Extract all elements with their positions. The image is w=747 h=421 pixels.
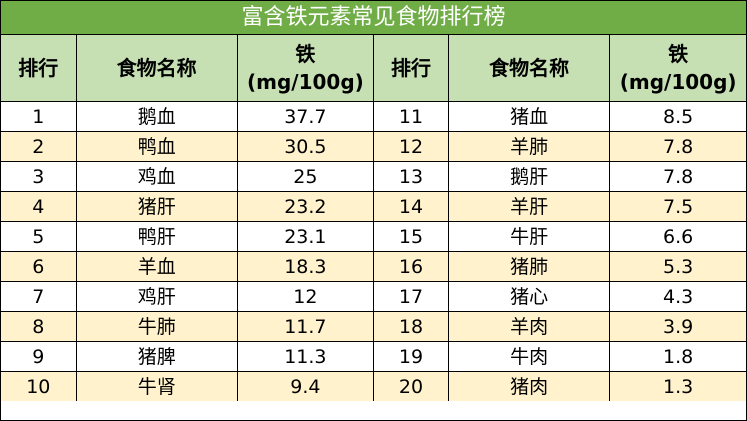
rank-cell: 8 bbox=[1, 311, 77, 342]
food-cell: 猪肝 bbox=[75, 191, 238, 222]
header-rank-left: 排行 bbox=[1, 35, 77, 102]
food-cell: 牛肺 bbox=[75, 311, 238, 342]
rank-cell: 18 bbox=[372, 311, 450, 342]
food-cell: 鸡血 bbox=[75, 161, 238, 192]
food-cell: 猪肺 bbox=[448, 251, 611, 282]
rank-cell: 2 bbox=[1, 131, 77, 162]
food-cell: 猪心 bbox=[448, 281, 611, 312]
food-cell: 鸭血 bbox=[75, 131, 238, 162]
iron-cell: 30.5 bbox=[236, 131, 374, 162]
table-row: 5 鸭肝 23.1 15 牛肝 6.6 bbox=[1, 221, 746, 252]
iron-cell: 25 bbox=[236, 161, 374, 192]
rank-cell: 19 bbox=[372, 341, 450, 372]
food-cell: 猪脾 bbox=[75, 341, 238, 372]
table-row: 9 猪脾 11.3 19 牛肉 1.8 bbox=[1, 341, 746, 372]
food-cell: 羊肝 bbox=[448, 191, 611, 222]
food-cell: 羊血 bbox=[75, 251, 238, 282]
iron-cell: 11.7 bbox=[236, 311, 374, 342]
food-cell: 猪肉 bbox=[448, 371, 611, 401]
rank-cell: 4 bbox=[1, 191, 77, 222]
iron-cell: 1.8 bbox=[609, 341, 746, 372]
rank-cell: 15 bbox=[372, 221, 450, 252]
rank-cell: 13 bbox=[372, 161, 450, 192]
table-row: 10 牛肾 9.4 20 猪肉 1.3 bbox=[1, 371, 746, 401]
rank-cell: 12 bbox=[372, 131, 450, 162]
iron-cell: 11.3 bbox=[236, 341, 374, 372]
iron-cell: 7.8 bbox=[609, 161, 746, 192]
food-cell: 牛肾 bbox=[75, 371, 238, 401]
food-cell: 牛肉 bbox=[448, 341, 611, 372]
header-food-left: 食物名称 bbox=[75, 35, 238, 102]
rank-cell: 20 bbox=[372, 371, 450, 401]
rank-cell: 17 bbox=[372, 281, 450, 312]
iron-cell: 6.6 bbox=[609, 221, 746, 252]
header-rank-right: 排行 bbox=[372, 35, 450, 102]
header-iron-unit: (mg/100g) bbox=[619, 70, 737, 94]
iron-cell: 9.4 bbox=[236, 371, 374, 401]
header-iron-label: 铁 bbox=[295, 42, 316, 66]
rank-cell: 7 bbox=[1, 281, 77, 312]
table-row: 7 鸡肝 12 17 猪心 4.3 bbox=[1, 281, 746, 312]
table-row: 1 鹅血 37.7 11 猪血 8.5 bbox=[1, 101, 746, 132]
table-row: 2 鸭血 30.5 12 羊肺 7.8 bbox=[1, 131, 746, 162]
food-cell: 鹅肝 bbox=[448, 161, 611, 192]
food-cell: 鸡肝 bbox=[75, 281, 238, 312]
rank-cell: 16 bbox=[372, 251, 450, 282]
table-row: 8 牛肺 11.7 18 羊肉 3.9 bbox=[1, 311, 746, 342]
iron-cell: 5.3 bbox=[609, 251, 746, 282]
rank-cell: 6 bbox=[1, 251, 77, 282]
iron-ranking-table: 排行 食物名称 铁 (mg/100g) 排行 食物名称 铁 (mg/100g) … bbox=[1, 35, 746, 401]
header-iron-unit: (mg/100g) bbox=[246, 70, 364, 94]
table-body: 1 鹅血 37.7 11 猪血 8.5 2 鸭血 30.5 12 羊肺 7.8 … bbox=[1, 101, 746, 401]
table-row: 6 羊血 18.3 16 猪肺 5.3 bbox=[1, 251, 746, 282]
header-iron-label: 铁 bbox=[668, 42, 689, 66]
rank-cell: 11 bbox=[372, 101, 450, 132]
iron-cell: 18.3 bbox=[236, 251, 374, 282]
food-cell: 鹅血 bbox=[75, 101, 238, 132]
table-row: 4 猪肝 23.2 14 羊肝 7.5 bbox=[1, 191, 746, 222]
iron-cell: 12 bbox=[236, 281, 374, 312]
table-row: 3 鸡血 25 13 鹅肝 7.8 bbox=[1, 161, 746, 192]
header-iron-right: 铁 (mg/100g) bbox=[609, 35, 746, 102]
iron-cell: 7.5 bbox=[609, 191, 746, 222]
iron-cell: 37.7 bbox=[236, 101, 374, 132]
food-cell: 鸭肝 bbox=[75, 221, 238, 252]
rank-cell: 9 bbox=[1, 341, 77, 372]
rank-cell: 5 bbox=[1, 221, 77, 252]
iron-cell: 4.3 bbox=[609, 281, 746, 312]
table-header: 排行 食物名称 铁 (mg/100g) 排行 食物名称 铁 (mg/100g) bbox=[1, 35, 746, 102]
rank-cell: 14 bbox=[372, 191, 450, 222]
rank-cell: 1 bbox=[1, 101, 77, 132]
iron-cell: 8.5 bbox=[609, 101, 746, 132]
food-cell: 羊肺 bbox=[448, 131, 611, 162]
iron-cell: 23.1 bbox=[236, 221, 374, 252]
iron-cell: 3.9 bbox=[609, 311, 746, 342]
header-iron-left: 铁 (mg/100g) bbox=[236, 35, 374, 102]
header-food-right: 食物名称 bbox=[448, 35, 611, 102]
table-title: 富含铁元素常见食物排行榜 bbox=[1, 1, 746, 35]
rank-cell: 3 bbox=[1, 161, 77, 192]
iron-cell: 7.8 bbox=[609, 131, 746, 162]
food-cell: 牛肝 bbox=[448, 221, 611, 252]
food-cell: 猪血 bbox=[448, 101, 611, 132]
food-cell: 羊肉 bbox=[448, 311, 611, 342]
rank-cell: 10 bbox=[1, 371, 77, 401]
iron-cell: 23.2 bbox=[236, 191, 374, 222]
header-row: 排行 食物名称 铁 (mg/100g) 排行 食物名称 铁 (mg/100g) bbox=[1, 35, 746, 102]
iron-cell: 1.3 bbox=[609, 371, 746, 401]
